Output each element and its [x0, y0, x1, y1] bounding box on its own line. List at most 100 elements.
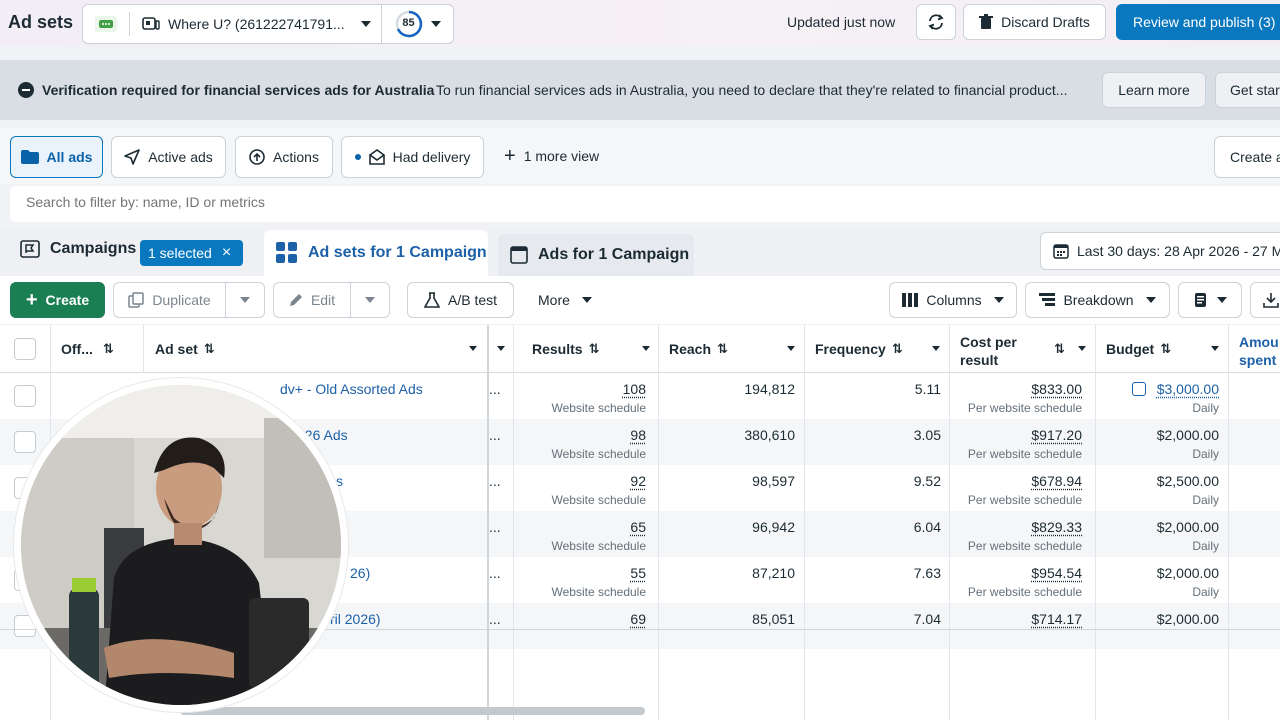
budget-value[interactable]: $3,000.00: [1156, 381, 1219, 397]
budget-sub: Daily: [1192, 447, 1219, 461]
date-range-picker[interactable]: Last 30 days: 28 Apr 2026 - 27 M: [1040, 232, 1280, 270]
sort-icon: ⇅: [891, 341, 903, 356]
col-reach[interactable]: Reach ⇅: [669, 341, 728, 357]
duplicate-button[interactable]: Duplicate: [113, 282, 226, 318]
cpr-value[interactable]: $714.17: [1031, 611, 1082, 627]
tab-campaigns-label: Campaigns: [50, 240, 137, 257]
blue-dot: [354, 154, 361, 160]
cpr-value[interactable]: $829.33: [1031, 519, 1082, 535]
hidden-column-ellipsis: ...: [489, 381, 501, 397]
columns-button[interactable]: Columns: [889, 282, 1017, 318]
budget-sub: Daily: [1192, 539, 1219, 553]
refresh-button[interactable]: [916, 4, 956, 40]
view-actions-label: Actions: [273, 149, 319, 165]
adset-name-link[interactable]: ril 2026): [330, 611, 381, 627]
view-all-ads[interactable]: All ads: [10, 136, 103, 178]
col-frequency[interactable]: Frequency ⇅: [815, 341, 903, 357]
cpr-value[interactable]: $917.20: [1031, 427, 1082, 443]
results-value[interactable]: 98: [630, 427, 646, 443]
row-checkbox[interactable]: [14, 385, 36, 407]
budget-sub: Daily: [1192, 585, 1219, 599]
reports-button[interactable]: [1178, 282, 1242, 318]
budget-edit-icon[interactable]: [1132, 382, 1146, 396]
view-actions[interactable]: Actions: [235, 136, 333, 178]
results-value[interactable]: 108: [622, 381, 646, 397]
col-reach-menu-icon[interactable]: [787, 346, 795, 351]
export-button[interactable]: [1250, 282, 1280, 318]
budget-value[interactable]: $2,000.00: [1156, 565, 1219, 581]
view-had-delivery[interactable]: Had delivery: [341, 136, 484, 178]
score-button[interactable]: 85: [381, 4, 454, 44]
horizontal-scrollbar[interactable]: [180, 707, 645, 715]
envelope-open-icon: [368, 149, 385, 165]
col-cpr[interactable]: Cost per result: [960, 333, 1017, 369]
cpr-value[interactable]: $678.94: [1031, 473, 1082, 489]
col-budget-menu-icon[interactable]: [1211, 346, 1219, 351]
budget-value[interactable]: $2,000.00: [1156, 611, 1219, 627]
get-started-button[interactable]: Get star: [1215, 72, 1280, 108]
flask-icon: [423, 292, 440, 308]
close-icon[interactable]: ×: [221, 244, 232, 261]
top-bar: Ad sets Where U? (261222741791... 85 Upd…: [0, 0, 1280, 46]
budget-value[interactable]: $2,000.00: [1156, 519, 1219, 535]
edit-dropdown[interactable]: [350, 282, 390, 318]
divider: [129, 12, 130, 36]
results-value[interactable]: 65: [630, 519, 646, 535]
budget-value[interactable]: $2,500.00: [1156, 473, 1219, 489]
discard-drafts-button[interactable]: Discard Drafts: [963, 4, 1106, 40]
col-results[interactable]: Results ⇅: [532, 341, 599, 357]
create-button[interactable]: + Create: [10, 282, 105, 318]
col-divider: [804, 325, 805, 720]
adset-name-link[interactable]: 26): [350, 565, 371, 581]
col-amount-spent[interactable]: Amou spent: [1239, 333, 1279, 369]
account-selector[interactable]: Where U? (261222741791...: [82, 4, 382, 44]
col-frequency-menu-icon[interactable]: [932, 346, 940, 351]
duplicate-icon: [128, 292, 145, 308]
tab-adsets-label: Ad sets for 1 Campaign: [308, 244, 487, 261]
tab-adsets[interactable]: Ad sets for 1 Campaign: [264, 230, 488, 276]
search-bar[interactable]: [10, 186, 1280, 222]
results-value[interactable]: 55: [630, 565, 646, 581]
adset-name-link[interactable]: dv+ - Old Assorted Ads: [280, 381, 423, 397]
col-hidden-menu-icon[interactable]: [497, 346, 505, 351]
breakdown-button[interactable]: Breakdown: [1025, 282, 1170, 318]
learn-more-button[interactable]: Learn more: [1102, 72, 1206, 108]
edit-button[interactable]: Edit: [273, 282, 351, 318]
results-value[interactable]: 92: [630, 473, 646, 489]
col-budget[interactable]: Budget ⇅: [1106, 341, 1171, 357]
plus-icon: +: [25, 289, 38, 311]
select-all-checkbox[interactable]: [14, 338, 36, 360]
download-icon: [1263, 292, 1279, 308]
results-value[interactable]: 69: [630, 611, 646, 627]
col-results-menu-icon[interactable]: [642, 346, 650, 351]
hidden-column-ellipsis: ...: [489, 565, 501, 581]
create-view-button[interactable]: Create a: [1214, 136, 1280, 178]
more-view-link[interactable]: + 1 more view: [504, 146, 599, 166]
col-adset-menu-icon[interactable]: [469, 346, 477, 351]
more-button[interactable]: More: [538, 292, 592, 308]
adset-name-link[interactable]: s: [336, 473, 343, 489]
calendar-icon: [1053, 243, 1069, 259]
cpr-sub: Per website schedule: [967, 447, 1082, 461]
table-header: Off... ⇅ Ad set ⇅ Results ⇅ Reach ⇅ Freq…: [0, 325, 1280, 373]
cpr-value[interactable]: $833.00: [1031, 381, 1082, 397]
results-sub: Website schedule: [551, 447, 647, 461]
reach-value: 194,812: [744, 381, 795, 397]
tab-ads[interactable]: Ads for 1 Campaign: [498, 234, 694, 276]
row-checkbox[interactable]: [14, 431, 36, 453]
col-cpr-menu-icon[interactable]: [1078, 346, 1086, 351]
tab-campaigns[interactable]: Campaigns: [20, 240, 136, 258]
col-adset[interactable]: Ad set ⇅: [155, 341, 215, 357]
search-input[interactable]: [26, 194, 826, 210]
col-offon[interactable]: Off... ⇅: [61, 341, 114, 357]
view-all-ads-label: All ads: [46, 149, 93, 165]
selected-badge[interactable]: 1 selected ×: [140, 240, 243, 266]
review-publish-button[interactable]: Review and publish (3): [1116, 4, 1280, 40]
budget-value[interactable]: $2,000.00: [1156, 427, 1219, 443]
cpr-value[interactable]: $954.54: [1031, 565, 1082, 581]
sort-icon[interactable]: ⇅: [1054, 341, 1065, 356]
ab-test-button[interactable]: A/B test: [407, 282, 514, 318]
page-title: Ad sets: [8, 12, 74, 32]
view-active-ads[interactable]: Active ads: [111, 136, 226, 178]
duplicate-dropdown[interactable]: [225, 282, 265, 318]
